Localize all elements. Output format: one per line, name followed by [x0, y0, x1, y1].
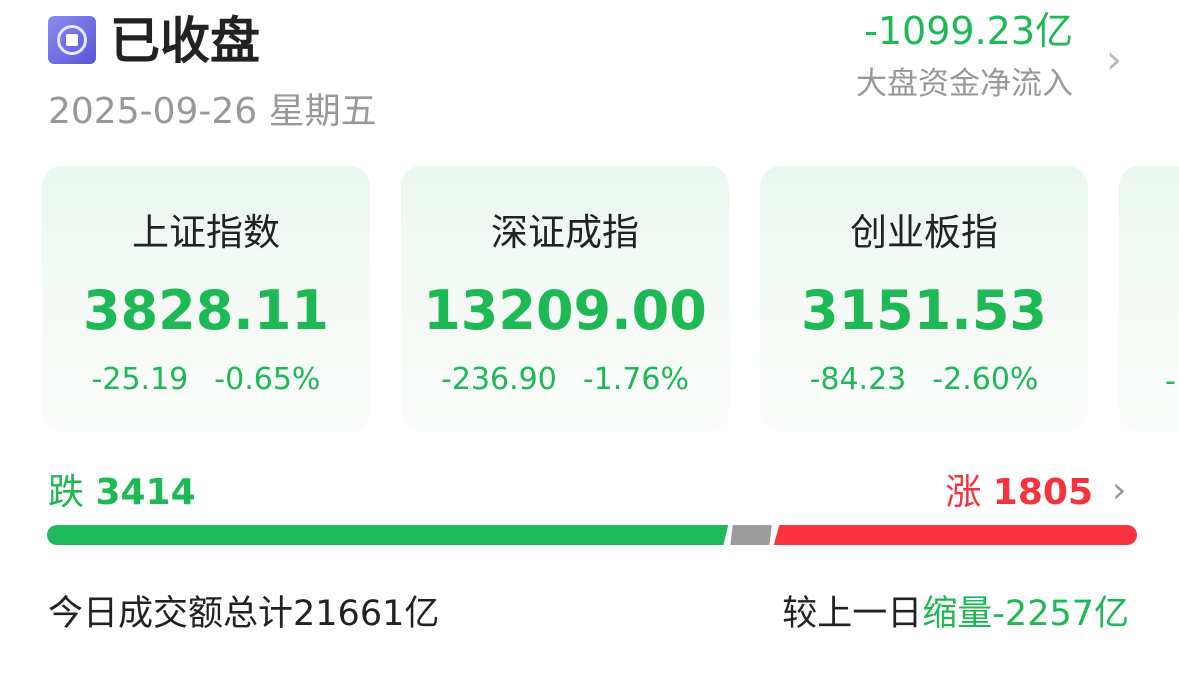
net-flow-value[interactable]: -1099.23亿: [864, 9, 1073, 53]
index-name: 上证指数: [132, 211, 280, 254]
total-value: 21661亿: [293, 594, 440, 634]
change-pct: -2.60%: [932, 362, 1039, 397]
index-card-sz[interactable]: 深证成指 13209.00 -236.90 -1.76%: [401, 166, 729, 432]
change-value: -236.90: [441, 362, 557, 397]
change-value: -84.23: [809, 362, 907, 397]
partial-change: -: [1165, 364, 1176, 399]
market-status: 已收盘: [110, 12, 260, 70]
trade-date: 2025-09-26 星期五: [48, 88, 377, 136]
up-number: 1805: [992, 472, 1093, 513]
index-price: 13209.00: [423, 279, 707, 342]
stop-circle-icon: [48, 16, 96, 64]
index-card-partial[interactable]: -: [1119, 166, 1179, 432]
index-name: 深证成指: [491, 211, 639, 254]
breadth-bar-flat: [730, 525, 772, 545]
index-change: -84.23 -2.60%: [760, 360, 1088, 400]
down-label: 跌: [48, 472, 85, 513]
compare-label: 较上一日: [782, 594, 923, 634]
breadth-bar-up: [773, 525, 1137, 545]
index-card-cyb[interactable]: 创业板指 3151.53 -84.23 -2.60%: [760, 166, 1088, 432]
change-pct: -1.76%: [582, 362, 689, 397]
total-volume: 今日成交额总计21661亿: [48, 590, 439, 638]
index-change: -25.19 -0.65%: [42, 360, 370, 400]
total-label: 今日成交额总计: [48, 594, 294, 634]
chevron-right-icon[interactable]: ›: [1112, 470, 1127, 511]
date-text: 2025-09-26: [48, 91, 258, 132]
compare-value: -2257亿: [992, 594, 1129, 634]
up-label: 涨: [945, 472, 982, 513]
change-value: -25.19: [91, 362, 189, 397]
index-name: 创业板指: [850, 211, 998, 254]
index-card-sh[interactable]: 上证指数 3828.11 -25.19 -0.65%: [42, 166, 370, 432]
breadth-bar-down: [47, 525, 729, 545]
net-flow-label[interactable]: 大盘资金净流入: [856, 66, 1073, 102]
chevron-right-icon[interactable]: ›: [1106, 37, 1122, 83]
up-count[interactable]: 涨 1805: [945, 470, 1093, 516]
down-count[interactable]: 跌 3414: [48, 470, 196, 516]
compare-word: 缩量: [922, 594, 993, 634]
volume-compare: 较上一日缩量-2257亿: [782, 590, 1129, 638]
change-pct: -0.65%: [214, 362, 321, 397]
index-price: 3828.11: [83, 279, 329, 342]
down-number: 3414: [95, 472, 196, 513]
index-price: 3151.53: [801, 279, 1047, 342]
index-change: -236.90 -1.76%: [401, 360, 729, 400]
weekday-text: 星期五: [268, 91, 377, 132]
